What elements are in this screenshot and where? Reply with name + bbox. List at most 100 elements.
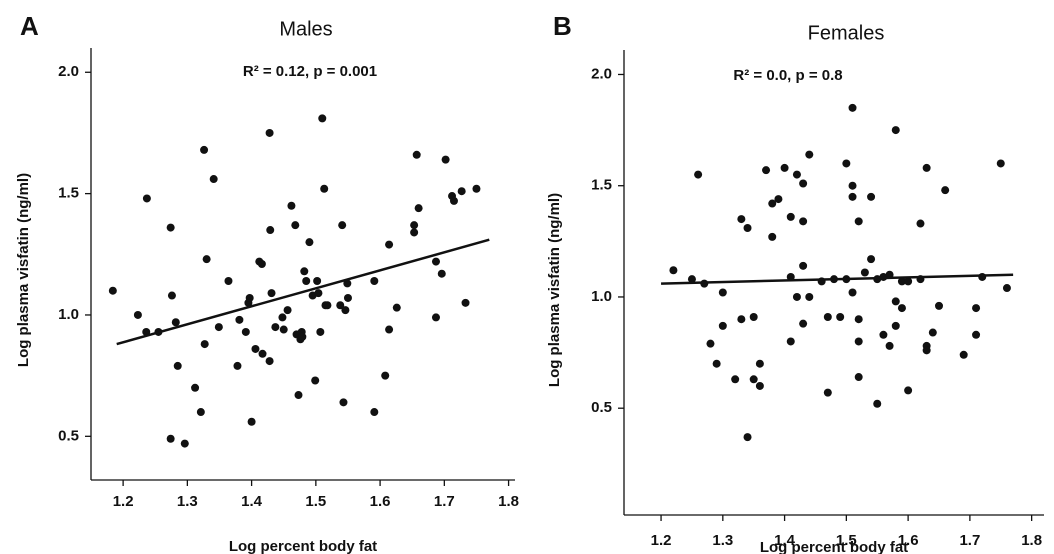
point — [799, 217, 808, 226]
point — [780, 163, 789, 172]
point — [848, 181, 857, 190]
point — [431, 257, 440, 266]
x-tick-label: 1.8 — [1021, 532, 1042, 549]
point — [972, 304, 981, 313]
point — [302, 276, 311, 285]
point — [799, 319, 808, 328]
point — [768, 232, 777, 241]
point — [336, 301, 345, 310]
point — [768, 199, 777, 208]
point — [959, 350, 968, 359]
y-axis-title: Log plasma visfatin (ng/ml) — [15, 173, 32, 367]
point — [392, 303, 401, 312]
point — [823, 312, 832, 321]
x-tick-label: 1.6 — [370, 493, 391, 510]
y-tick-label: 2.0 — [58, 63, 79, 80]
point — [799, 179, 808, 188]
point — [339, 398, 348, 407]
point — [214, 323, 223, 332]
point — [267, 289, 276, 298]
point — [885, 341, 894, 350]
point — [314, 289, 323, 298]
point — [904, 386, 913, 395]
x-tick-label: 1.2 — [651, 532, 672, 549]
point — [897, 304, 906, 313]
point — [241, 327, 250, 336]
point — [278, 313, 287, 322]
point — [718, 321, 727, 330]
point — [258, 349, 267, 358]
x-tick-label: 1.4 — [774, 532, 796, 549]
point — [338, 221, 347, 230]
point — [749, 312, 758, 321]
chart-title: Females — [808, 22, 885, 44]
annotation: R² = 0.0, p = 0.8 — [733, 67, 842, 84]
point — [247, 417, 256, 426]
point — [441, 155, 450, 164]
point — [410, 228, 419, 237]
point — [108, 286, 117, 295]
point — [928, 328, 937, 337]
y-tick-label: 1.0 — [58, 306, 79, 323]
point — [300, 267, 309, 276]
point — [251, 344, 260, 353]
point — [836, 312, 845, 321]
point — [142, 194, 151, 203]
point — [287, 201, 296, 210]
point — [414, 204, 423, 213]
point — [298, 332, 307, 341]
point — [731, 375, 740, 384]
point — [343, 293, 352, 302]
point — [257, 260, 266, 268]
point — [320, 184, 329, 193]
point — [891, 126, 900, 135]
y-tick-label: 0.5 — [591, 399, 612, 416]
point — [916, 219, 925, 228]
point — [694, 170, 703, 179]
x-tick-label: 1.6 — [898, 532, 919, 549]
point — [737, 215, 746, 224]
point — [848, 288, 857, 297]
point — [279, 325, 288, 334]
x-tick-label: 1.7 — [959, 532, 980, 549]
point — [873, 399, 882, 408]
x-tick-label: 1.3 — [177, 493, 198, 510]
point — [294, 391, 303, 400]
point — [265, 128, 274, 137]
point — [854, 315, 863, 324]
point — [472, 184, 481, 193]
x-tick-label: 1.5 — [836, 532, 857, 549]
point — [316, 327, 325, 336]
point — [922, 346, 931, 355]
x-axis-title: Log percent body fat — [760, 539, 908, 554]
point — [133, 310, 142, 319]
point — [385, 325, 394, 334]
point — [891, 321, 900, 330]
point — [749, 375, 758, 384]
point — [867, 192, 876, 201]
point — [712, 359, 721, 368]
point — [410, 221, 419, 230]
point — [891, 297, 900, 306]
point — [318, 114, 327, 123]
x-tick-label: 1.2 — [113, 493, 134, 510]
point — [461, 298, 470, 307]
y-tick-label: 1.5 — [591, 177, 612, 194]
point — [996, 159, 1005, 168]
point — [381, 371, 390, 380]
point — [687, 275, 696, 284]
point — [823, 388, 832, 397]
point — [173, 361, 182, 370]
chart-title: Males — [279, 18, 332, 40]
point — [1002, 284, 1011, 293]
point — [233, 361, 242, 370]
point — [842, 159, 851, 168]
point — [904, 277, 913, 286]
point — [854, 337, 863, 346]
y-tick-label: 0.5 — [58, 427, 79, 444]
point — [669, 266, 678, 275]
point — [755, 359, 764, 368]
point — [271, 323, 280, 332]
point — [235, 315, 244, 324]
